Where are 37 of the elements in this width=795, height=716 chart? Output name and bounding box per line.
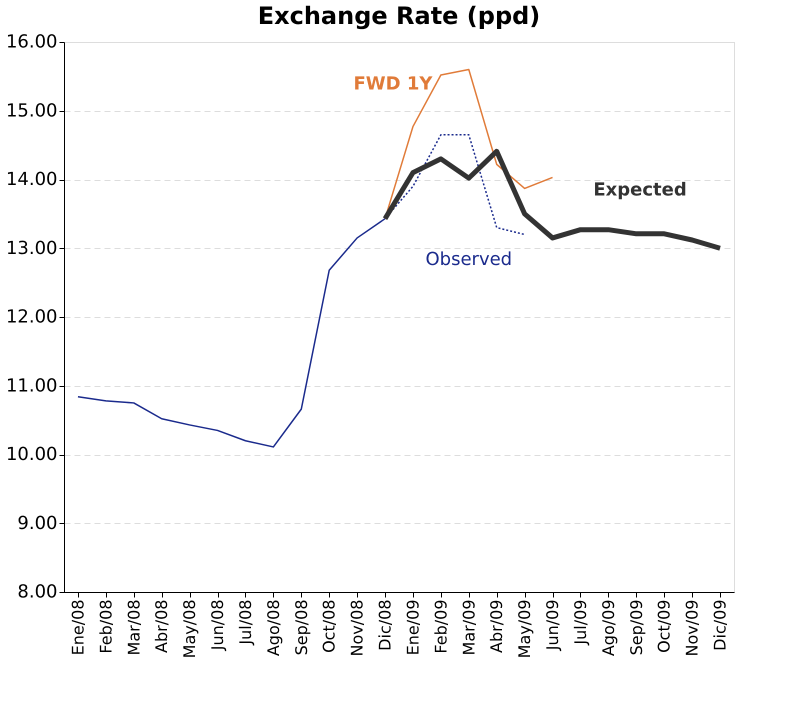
x-tick-label: Abr/09 (487, 600, 506, 653)
x-tick-label: Jul/08 (236, 600, 255, 646)
x-tick-label: Oct/08 (320, 600, 339, 653)
y-tick-label: 12.00 (6, 306, 58, 328)
x-tick-label: Jun/09 (543, 600, 562, 652)
x-tick-label: Oct/09 (654, 600, 674, 653)
y-tick-label: 10.00 (6, 444, 58, 465)
x-tick-label: Mar/09 (459, 600, 478, 656)
x-tick-label: Ene/08 (68, 600, 88, 656)
x-tick-label: Sep/09 (626, 600, 646, 656)
x-tick-label: May/08 (180, 600, 200, 658)
y-tick-label: 11.00 (6, 375, 58, 396)
x-tick-label: Abr/08 (152, 600, 172, 653)
x-tick-label: Jun/08 (208, 600, 228, 652)
series-label: Observed (425, 248, 512, 270)
x-tick-label: Ago/09 (598, 600, 618, 656)
x-tick-label: Ago/08 (264, 600, 283, 656)
x-tick-label: Mar/08 (124, 600, 144, 656)
chart-title: Exchange Rate (ppd) (258, 2, 540, 30)
x-tick-label: Nov/08 (348, 600, 367, 656)
y-tick-label: 15.00 (6, 100, 58, 122)
x-tick-label: May/09 (515, 600, 534, 658)
x-tick-label: Feb/08 (96, 600, 116, 654)
series-label: FWD 1Y (353, 74, 434, 95)
x-tick-label: Dic/08 (376, 600, 395, 651)
y-tick-label: 8.00 (17, 582, 58, 602)
y-tick-label: 16.00 (6, 32, 58, 52)
y-tick-label: 9.00 (17, 512, 58, 534)
x-tick-label: Ene/09 (403, 600, 422, 656)
y-tick-label: 14.00 (6, 169, 58, 190)
x-tick-label: Sep/08 (292, 600, 311, 656)
x-tick-label: Nov/09 (682, 600, 702, 656)
x-tick-label: Jul/09 (570, 600, 590, 646)
x-tick-label: Dic/09 (710, 600, 730, 651)
y-tick-label: 13.00 (6, 238, 58, 259)
x-tick-label: Feb/09 (431, 600, 450, 654)
series-label: Expected (593, 179, 687, 200)
